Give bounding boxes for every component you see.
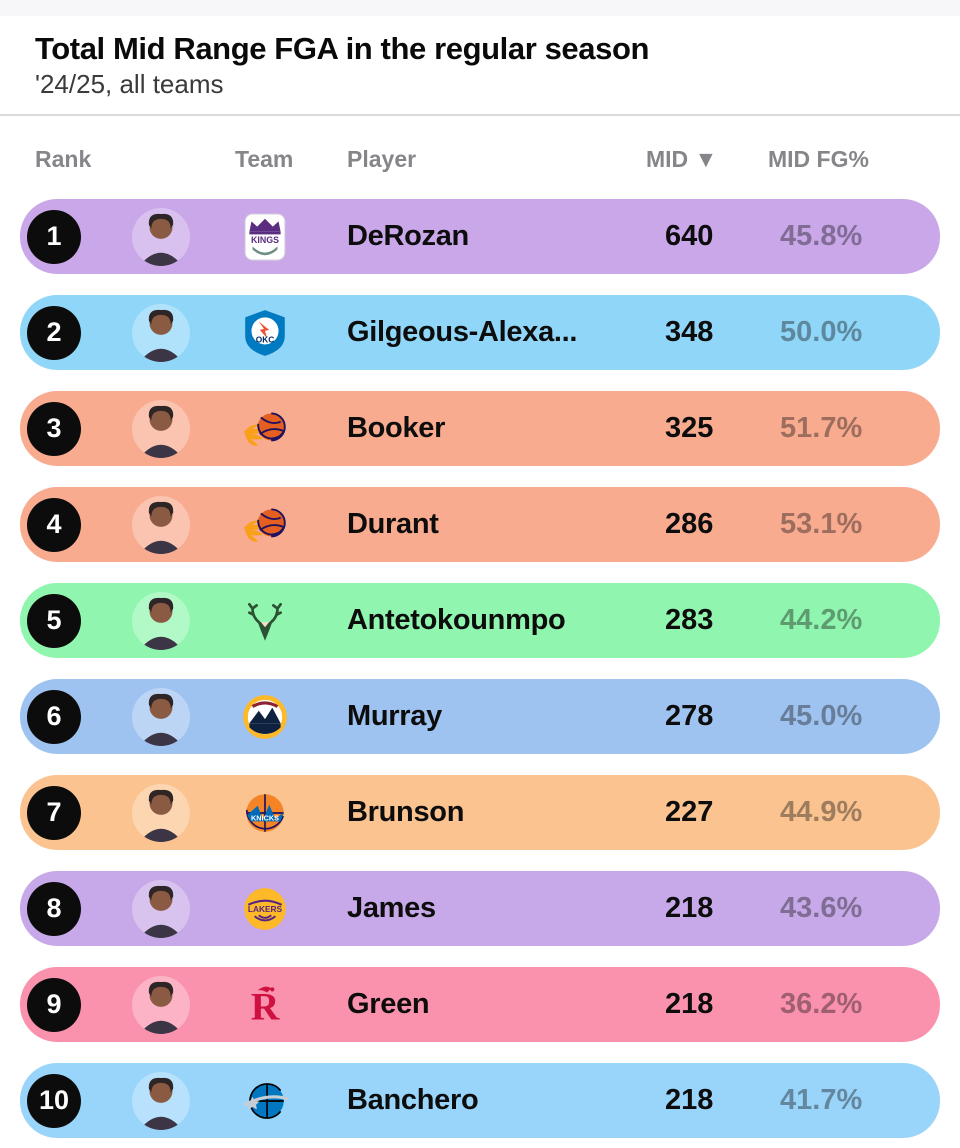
player-headshot-icon xyxy=(139,693,183,746)
magic-logo xyxy=(240,1076,290,1126)
player-avatar xyxy=(132,399,190,458)
bucks-logo xyxy=(240,596,290,646)
lakers-logo: LAKERS xyxy=(240,884,290,934)
rank-badge: 6 xyxy=(27,689,81,744)
mid-value: 640 xyxy=(665,220,714,253)
mid-value: 325 xyxy=(665,412,714,445)
player-headshot-icon xyxy=(139,501,183,554)
column-header-mid-fg[interactable]: MID FG% xyxy=(768,146,869,173)
mid-fg-value: 44.9% xyxy=(780,796,863,829)
rank-badge: 4 xyxy=(27,497,81,552)
mid-value: 227 xyxy=(665,796,714,829)
table-row[interactable]: 4 Durant 286 53.1% xyxy=(20,487,940,563)
table-row[interactable]: 9 R Green 218 36.2% xyxy=(20,967,940,1043)
mid-value: 218 xyxy=(665,988,714,1021)
player-headshot-icon xyxy=(139,885,183,938)
mid-fg-value: 44.2% xyxy=(780,604,863,637)
mid-fg-value: 50.0% xyxy=(780,316,863,349)
mid-value: 218 xyxy=(665,892,714,925)
suns-logo xyxy=(240,500,290,550)
rank-badge: 2 xyxy=(27,305,81,360)
svg-text:LAKERS: LAKERS xyxy=(248,904,283,914)
player-headshot-icon xyxy=(139,981,183,1034)
rank-badge: 1 xyxy=(27,209,81,264)
player-headshot-icon xyxy=(139,1077,183,1130)
top-strip xyxy=(0,0,960,16)
player-name: Booker xyxy=(347,412,446,445)
table-row[interactable]: 5 Antetokounmpo 283 44.2% xyxy=(20,583,940,659)
player-headshot-icon xyxy=(139,597,183,650)
column-header-team[interactable]: Team xyxy=(235,146,294,173)
rockets-logo: R xyxy=(240,980,290,1030)
kings-logo: KINGS xyxy=(240,212,290,262)
column-header-row: Rank Team Player MID ▼ MID FG% xyxy=(0,146,960,173)
player-avatar xyxy=(132,783,190,842)
mid-fg-value: 45.8% xyxy=(780,220,863,253)
mid-fg-value: 36.2% xyxy=(780,988,863,1021)
player-avatar xyxy=(132,591,190,650)
player-avatar xyxy=(132,1071,190,1130)
mid-value: 348 xyxy=(665,316,714,349)
table-row[interactable]: 7 KNICKS Brunson 227 44.9% xyxy=(20,775,940,851)
svg-text:KNICKS: KNICKS xyxy=(251,813,279,822)
column-header-player[interactable]: Player xyxy=(347,146,417,173)
player-headshot-icon xyxy=(139,309,183,362)
player-avatar xyxy=(132,687,190,746)
suns-logo xyxy=(240,404,290,454)
player-name: DeRozan xyxy=(347,220,469,253)
player-name: Banchero xyxy=(347,1084,479,1117)
table-row[interactable]: 1 KINGS DeRozan 640 45.8% xyxy=(20,199,940,275)
player-name: Durant xyxy=(347,508,439,541)
mid-value: 283 xyxy=(665,604,714,637)
player-name: Green xyxy=(347,988,430,1021)
page-subtitle: '24/25, all teams xyxy=(35,69,224,100)
player-name: James xyxy=(347,892,436,925)
player-avatar xyxy=(132,495,190,554)
knicks-logo: KNICKS xyxy=(240,788,290,838)
rank-badge: 9 xyxy=(27,977,81,1032)
rank-badge: 10 xyxy=(27,1073,81,1128)
column-header-rank[interactable]: Rank xyxy=(35,146,92,173)
svg-text:R: R xyxy=(251,984,280,1028)
table-row[interactable]: 10 Banchero 218 41.7% xyxy=(20,1063,940,1139)
rank-badge: 3 xyxy=(27,401,81,456)
mid-fg-value: 41.7% xyxy=(780,1084,863,1117)
svg-text:KINGS: KINGS xyxy=(251,235,279,245)
table-row[interactable]: 3 Booker 325 51.7% xyxy=(20,391,940,467)
table-row[interactable]: 6 Murray 278 45.0% xyxy=(20,679,940,755)
player-name: Antetokounmpo xyxy=(347,604,566,637)
mid-value: 218 xyxy=(665,1084,714,1117)
mid-fg-value: 43.6% xyxy=(780,892,863,925)
page-header: Total Mid Range FGA in the regular seaso… xyxy=(0,16,960,117)
thunder-logo: OKC xyxy=(240,308,290,358)
player-avatar xyxy=(132,207,190,266)
mid-fg-value: 45.0% xyxy=(780,700,863,733)
rank-badge: 8 xyxy=(27,881,81,936)
player-headshot-icon xyxy=(139,789,183,842)
mid-value: 286 xyxy=(665,508,714,541)
player-name: Murray xyxy=(347,700,442,733)
rank-badge: 7 xyxy=(27,785,81,840)
page-title: Total Mid Range FGA in the regular seaso… xyxy=(35,31,650,66)
player-avatar xyxy=(132,303,190,362)
mid-fg-value: 51.7% xyxy=(780,412,863,445)
player-name: Brunson xyxy=(347,796,465,829)
nuggets-logo xyxy=(240,692,290,742)
player-name: Gilgeous-Alexa... xyxy=(347,316,578,349)
table-row[interactable]: 2 OKC Gilgeous-Alexa... 348 50.0% xyxy=(20,295,940,371)
column-header-mid-sorted[interactable]: MID ▼ xyxy=(646,146,718,173)
player-headshot-icon xyxy=(139,213,183,266)
svg-text:OKC: OKC xyxy=(256,334,275,344)
player-headshot-icon xyxy=(139,405,183,458)
rank-badge: 5 xyxy=(27,593,81,648)
mid-value: 278 xyxy=(665,700,714,733)
table-row[interactable]: 8 LAKERS James 218 43.6% xyxy=(20,871,940,947)
player-avatar xyxy=(132,879,190,938)
mid-fg-value: 53.1% xyxy=(780,508,863,541)
player-avatar xyxy=(132,975,190,1034)
leaderboard: 1 KINGS DeRozan 640 45.8% 2 OKC Gilgeous… xyxy=(0,199,960,1139)
